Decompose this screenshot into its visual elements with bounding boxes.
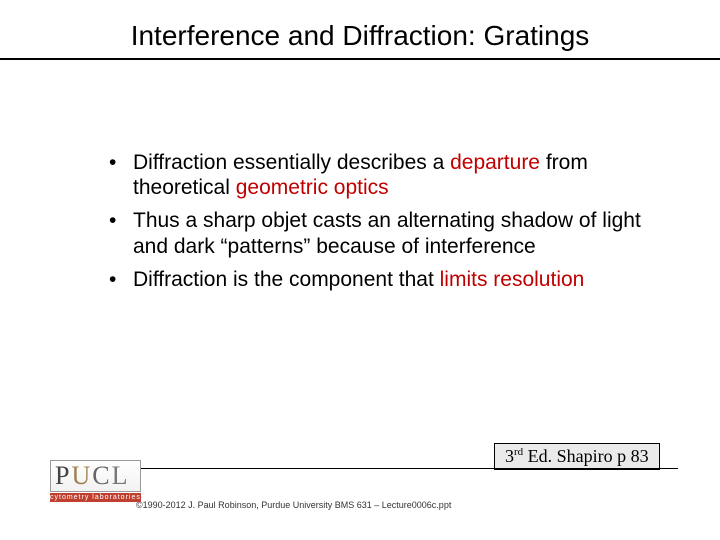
footer-line [60,468,678,469]
ref-sup: rd [514,446,523,458]
slide-root: Interference and Diffraction: Gratings D… [0,0,720,540]
bullet-item-1: Diffraction essentially describes a depa… [105,150,645,200]
bullet-text: Diffraction essentially describes a [133,151,450,174]
logo-bar: cytometry laboratories [50,493,141,502]
bullet-text: Thus a sharp objet casts an alternating … [133,209,641,257]
highlight-text: departure [450,151,540,174]
footer-text: ©1990-2012 J. Paul Robinson, Purdue Univ… [136,500,451,510]
bullet-item-3: Diffraction is the component that limits… [105,267,645,292]
pucl-logo: PUCL cytometry laboratories [50,460,141,502]
bullet-content: Diffraction essentially describes a depa… [105,150,645,300]
highlight-text: limits resolution [440,268,585,291]
logo-letters: PUCL [50,460,141,492]
bullet-list: Diffraction essentially describes a depa… [105,150,645,292]
reference-box: 3rd Ed. Shapiro p 83 [494,443,660,470]
bullet-item-2: Thus a sharp objet casts an alternating … [105,208,645,258]
ref-num: 3 [505,446,514,466]
title-underline [0,58,720,60]
highlight-text: geometric optics [236,176,389,199]
bullet-text: Diffraction is the component that [133,268,440,291]
slide-title: Interference and Diffraction: Gratings [0,20,720,52]
ref-rest: Ed. Shapiro p 83 [523,446,649,466]
